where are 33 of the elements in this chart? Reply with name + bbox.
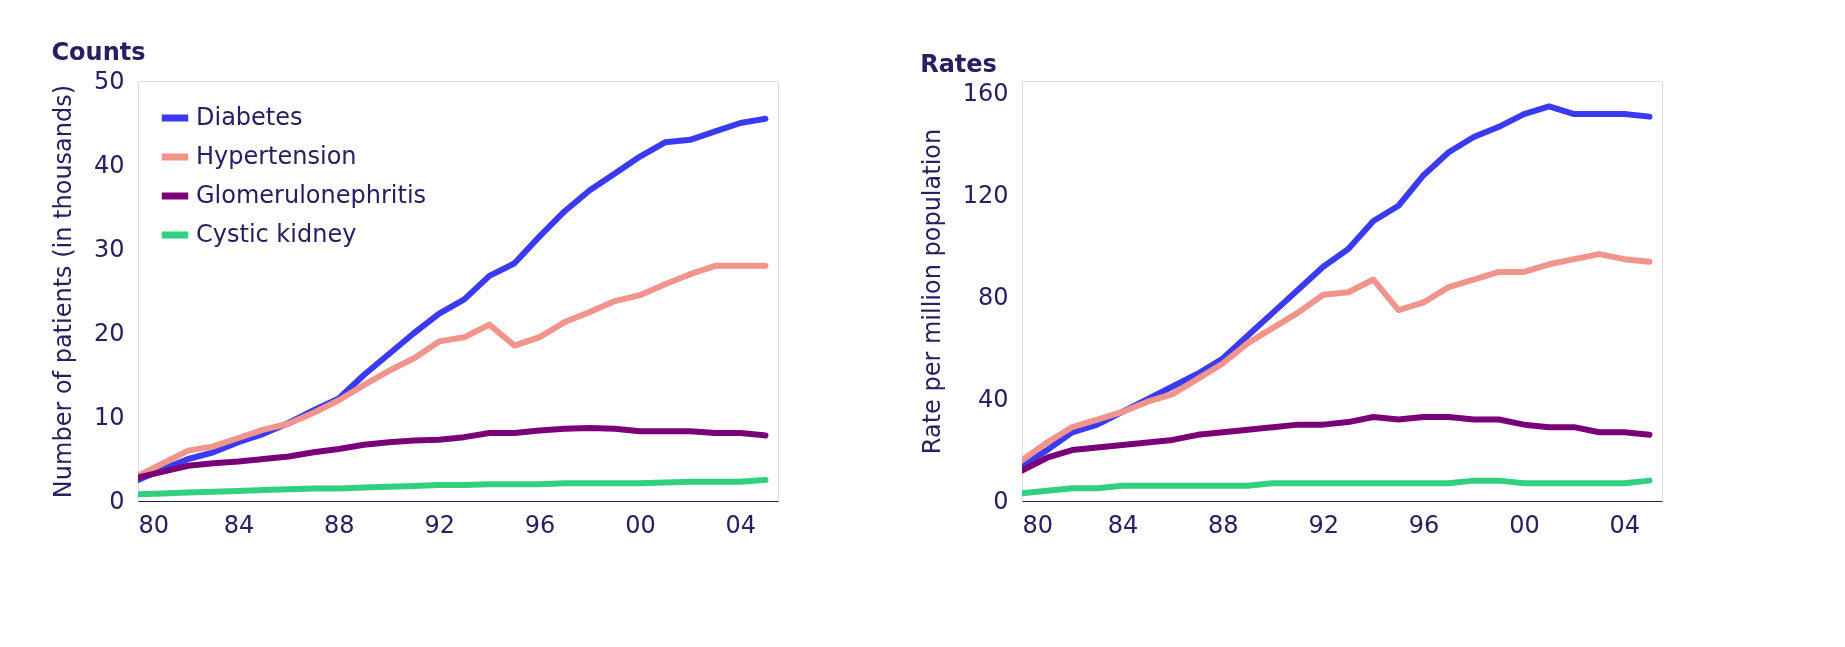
y-axis-title: Rate per million population xyxy=(917,128,946,455)
x-tick-label: 80 xyxy=(1022,510,1054,539)
x-tick-label: 04 xyxy=(1609,510,1641,539)
y-tick-label: 0 xyxy=(109,486,125,515)
x-tick-label: 88 xyxy=(324,510,355,539)
y-tick-label: 40 xyxy=(977,384,1009,413)
x-tick-label: 00 xyxy=(1509,510,1540,539)
legend-label: Hypertension xyxy=(196,142,357,170)
y-tick-label: 80 xyxy=(977,282,1009,311)
x-tick-label: 96 xyxy=(1408,510,1440,539)
y-tick-label: 120 xyxy=(962,181,1009,210)
x-tick-label: 00 xyxy=(625,510,656,539)
y-tick-label: 10 xyxy=(93,402,125,431)
x-tick-label: 84 xyxy=(223,510,255,539)
x-tick-label: 88 xyxy=(1208,510,1239,539)
y-tick-label: 50 xyxy=(93,66,125,95)
legend-label: Diabetes xyxy=(196,103,303,131)
x-tick-label: 80 xyxy=(138,510,170,539)
y-tick-label: 30 xyxy=(93,234,125,263)
legend-label: Cystic kidney xyxy=(196,220,357,248)
legend-label: Glomerulonephritis xyxy=(196,181,427,209)
chart-title: Counts xyxy=(51,38,146,66)
x-tick-label: 96 xyxy=(524,510,556,539)
x-tick-label: 84 xyxy=(1107,510,1139,539)
x-tick-label: 92 xyxy=(1308,510,1339,539)
y-tick-label: 160 xyxy=(962,79,1009,108)
y-axis-title: Number of patients (in thousands) xyxy=(48,84,77,499)
x-tick-label: 92 xyxy=(424,510,455,539)
chart-title: Rates xyxy=(920,50,997,78)
y-tick-label: 20 xyxy=(93,318,125,347)
x-tick-label: 04 xyxy=(725,510,757,539)
y-tick-label: 0 xyxy=(993,486,1009,515)
y-tick-label: 40 xyxy=(93,150,125,179)
